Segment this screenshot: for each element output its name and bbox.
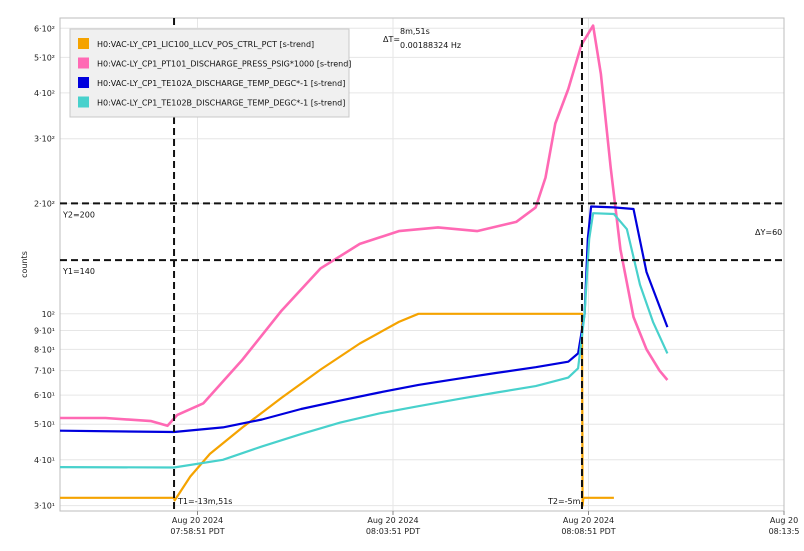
y-tick-label: 4·10¹ xyxy=(34,456,55,465)
y-axis-label: counts xyxy=(20,251,29,278)
legend-items: H0:VAC-LY_CP1_LIC100_LLCV_POS_CTRL_PCT [… xyxy=(78,38,351,108)
y-tick-label: 2·10² xyxy=(34,199,55,208)
y-tick-label: 7·10¹ xyxy=(34,367,55,376)
legend-entry: H0:VAC-LY_CP1_LIC100_LLCV_POS_CTRL_PCT [… xyxy=(97,40,314,49)
legend-swatch xyxy=(78,38,89,49)
x-tick-date: Aug 20 xyxy=(770,516,798,525)
x-tick-time: 08:13:5 xyxy=(769,527,800,536)
legend-entry: H0:VAC-LY_CP1_PT101_DISCHARGE_PRESS_PSIG… xyxy=(97,60,351,69)
series-line-2 xyxy=(59,205,669,434)
y-tick-label: 3·10¹ xyxy=(34,502,55,511)
delta-t-readout: ΔT= 8m,51s 0.00188324 Hz xyxy=(383,27,461,50)
y-axis-ticks: 3·10¹ 4·10¹ 5·10¹ 6·10¹ 7·10¹ 8·10¹ 9·10¹ 10² 2·… xyxy=(34,24,55,510)
series-line-0 xyxy=(60,312,614,507)
y-tick-label: 3·10² xyxy=(34,135,55,144)
y-tick-label: 9·10¹ xyxy=(34,327,55,336)
y-tick-label: 10² xyxy=(42,310,55,319)
y-tick-label: 5·10¹ xyxy=(34,420,55,429)
legend-box xyxy=(69,28,350,118)
legend-entry: H0:VAC-LY_CP1_TE102A_DISCHARGE_TEMP_DEGC… xyxy=(97,79,345,88)
legend-entry: H0:VAC-LY_CP1_TE102B_DISCHARGE_TEMP_DEGC… xyxy=(97,99,345,108)
legend-swatch xyxy=(78,77,89,88)
cursor-y1-label: Y1=140 xyxy=(62,267,95,276)
delta-t-label: ΔT= xyxy=(383,35,400,44)
y-tick-label: 6·10¹ xyxy=(34,391,55,400)
delta-y-label: ΔY=60 xyxy=(755,228,782,237)
y-tick-label: 5·10² xyxy=(34,53,55,62)
x-tick-date: Aug 20 2024 xyxy=(172,516,223,525)
plot-area xyxy=(59,17,785,512)
x-tick-date: Aug 20 2024 xyxy=(563,516,614,525)
series-line-3 xyxy=(59,212,669,469)
x-tick-time: 08:08:51 PDT xyxy=(561,527,615,536)
legend-swatch xyxy=(78,57,89,69)
y-tick-label: 8·10¹ xyxy=(34,345,55,354)
x-tick-time: 08:03:51 PDT xyxy=(366,527,420,536)
x-tick-time: 07:58:51 PDT xyxy=(170,527,224,536)
cursor-y2-label: Y2=200 xyxy=(62,210,95,219)
y-tick-label: 4·10² xyxy=(34,89,55,98)
cursor-t1-label: T1=-13m,51s xyxy=(177,497,232,506)
delta-t-value: 8m,51s xyxy=(400,27,430,36)
legend-swatch xyxy=(78,96,89,108)
delta-t-frequency: 0.00188324 Hz xyxy=(400,41,461,50)
cursor-t2-label: T2=-5m xyxy=(547,497,581,506)
x-axis-ticks: Aug 20 2024 07:58:51 PDT Aug 20 2024 08:03:… xyxy=(170,511,799,536)
x-tick-date: Aug 20 2024 xyxy=(367,516,418,525)
y-tick-label: 6·10² xyxy=(34,24,55,33)
legend: H0:VAC-LY_CP1_LIC100_LLCV_POS_CTRL_PCT [… xyxy=(69,28,351,118)
series-line-1 xyxy=(60,24,669,428)
